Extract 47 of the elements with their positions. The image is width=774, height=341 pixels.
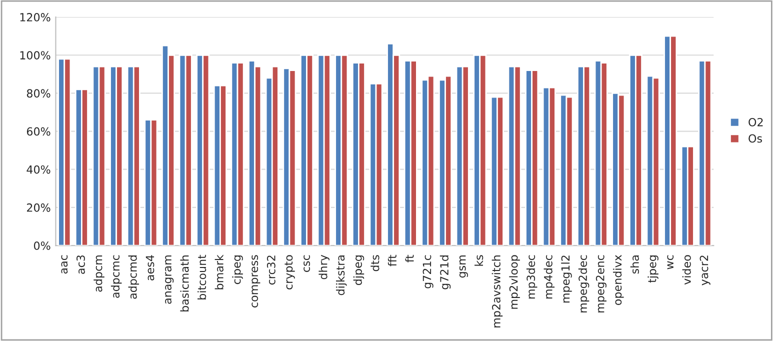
x-tick-label: mp4dec	[544, 255, 555, 298]
x-tick-label: aac	[61, 255, 68, 274]
x-tick-label: djpeg	[353, 256, 364, 286]
y-tick-label: 0%	[34, 241, 50, 250]
x-tick-label: bitcount	[198, 254, 206, 300]
x-tick-label: aes4	[146, 255, 154, 280]
x-tick-label: dijkstra	[336, 256, 347, 296]
x-tick-label: mpeg2dec	[578, 255, 590, 312]
x-tick-label: bmark	[214, 254, 224, 290]
y-tick-label: 20%	[26, 203, 50, 212]
y-tick-label: 80%	[26, 89, 50, 98]
x-tick-label: sha	[630, 256, 639, 274]
x-tick-label: mp3dec	[526, 255, 538, 298]
x-tick-label: adpcm	[94, 255, 104, 292]
x-tick-label: g721c	[422, 255, 434, 288]
x-tick-label: ft	[405, 254, 414, 262]
x-tick-label: yacr2	[700, 256, 710, 286]
y-tick-label: 60%	[26, 127, 50, 136]
x-tick-label: ac3	[76, 255, 85, 274]
x-tick-label: tjpeg	[648, 256, 658, 283]
x-tick-label: compress	[252, 255, 260, 308]
x-tick-label: video	[682, 255, 691, 285]
x-tick-label: adpcmd	[128, 256, 140, 299]
legend-label: O2	[748, 118, 763, 126]
x-tick-label: dts	[370, 255, 380, 272]
x-tick-label: mpeg1l2	[561, 256, 572, 303]
legend-label: Os	[748, 134, 762, 143]
x-tick-label: crc32	[266, 256, 276, 285]
x-tick-label: opendivx	[613, 254, 624, 305]
x-tick-label: ks	[474, 255, 484, 266]
y-tick-label: 100%	[20, 51, 50, 60]
x-tick-label: basicmath	[180, 255, 189, 312]
x-tick-label: fft	[388, 254, 396, 266]
x-tick-label: mpeg2enc	[596, 255, 606, 312]
x-tick-label: dhry	[318, 254, 330, 280]
x-tick-label: wc	[667, 255, 674, 270]
x-tick-label: adpcmc	[110, 255, 122, 298]
x-tick-label: gsm	[459, 255, 468, 278]
y-tick-label: 40%	[26, 165, 50, 174]
y-tick-label: 120%	[20, 13, 50, 22]
x-tick-label: g721d	[440, 256, 451, 290]
x-tick-label: mp2vloop	[509, 255, 520, 309]
x-tick-label: csc	[304, 255, 310, 272]
x-tick-label: anagram	[165, 255, 174, 304]
x-tick-label: mp2avswitch	[492, 255, 503, 328]
x-tick-label: cjpeg	[232, 256, 243, 284]
x-tick-label: crypto	[284, 255, 295, 290]
